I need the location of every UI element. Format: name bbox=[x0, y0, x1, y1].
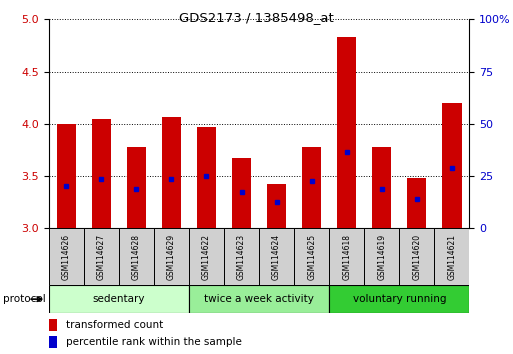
Bar bbox=[407, 178, 426, 228]
Bar bbox=[189, 285, 329, 313]
Bar bbox=[435, 228, 469, 285]
Bar bbox=[49, 336, 57, 348]
Text: GSM114628: GSM114628 bbox=[132, 234, 141, 280]
Bar bbox=[259, 228, 294, 285]
Text: GSM114620: GSM114620 bbox=[412, 234, 421, 280]
Bar bbox=[399, 228, 435, 285]
Bar bbox=[364, 228, 399, 285]
Bar bbox=[56, 124, 76, 228]
Bar bbox=[267, 184, 286, 228]
Text: GSM114623: GSM114623 bbox=[237, 234, 246, 280]
Bar bbox=[49, 228, 84, 285]
Text: GDS2173 / 1385498_at: GDS2173 / 1385498_at bbox=[179, 11, 334, 24]
Bar bbox=[329, 228, 364, 285]
Text: transformed count: transformed count bbox=[66, 320, 163, 330]
Bar bbox=[49, 319, 57, 331]
Text: protocol: protocol bbox=[3, 294, 45, 304]
Bar bbox=[372, 147, 391, 228]
Bar bbox=[92, 119, 111, 228]
Bar bbox=[224, 228, 259, 285]
Bar bbox=[189, 228, 224, 285]
Bar bbox=[197, 127, 216, 228]
Text: GSM114624: GSM114624 bbox=[272, 234, 281, 280]
Text: voluntary running: voluntary running bbox=[352, 294, 446, 304]
Bar bbox=[119, 228, 154, 285]
Bar bbox=[337, 37, 357, 228]
Text: GSM114621: GSM114621 bbox=[447, 234, 457, 280]
Bar bbox=[49, 285, 189, 313]
Text: GSM114627: GSM114627 bbox=[97, 234, 106, 280]
Text: GSM114629: GSM114629 bbox=[167, 234, 176, 280]
Bar bbox=[154, 228, 189, 285]
Text: GSM114626: GSM114626 bbox=[62, 234, 71, 280]
Text: percentile rank within the sample: percentile rank within the sample bbox=[66, 337, 242, 347]
Text: GSM114622: GSM114622 bbox=[202, 234, 211, 280]
Bar bbox=[84, 228, 119, 285]
Bar bbox=[294, 228, 329, 285]
Text: GSM114625: GSM114625 bbox=[307, 234, 316, 280]
Bar bbox=[162, 116, 181, 228]
Bar bbox=[442, 103, 462, 228]
Bar bbox=[302, 147, 321, 228]
Text: twice a week activity: twice a week activity bbox=[204, 294, 314, 304]
Bar bbox=[232, 158, 251, 228]
Text: sedentary: sedentary bbox=[92, 294, 145, 304]
Bar bbox=[127, 147, 146, 228]
Bar bbox=[329, 285, 469, 313]
Text: GSM114619: GSM114619 bbox=[377, 234, 386, 280]
Text: GSM114618: GSM114618 bbox=[342, 234, 351, 280]
